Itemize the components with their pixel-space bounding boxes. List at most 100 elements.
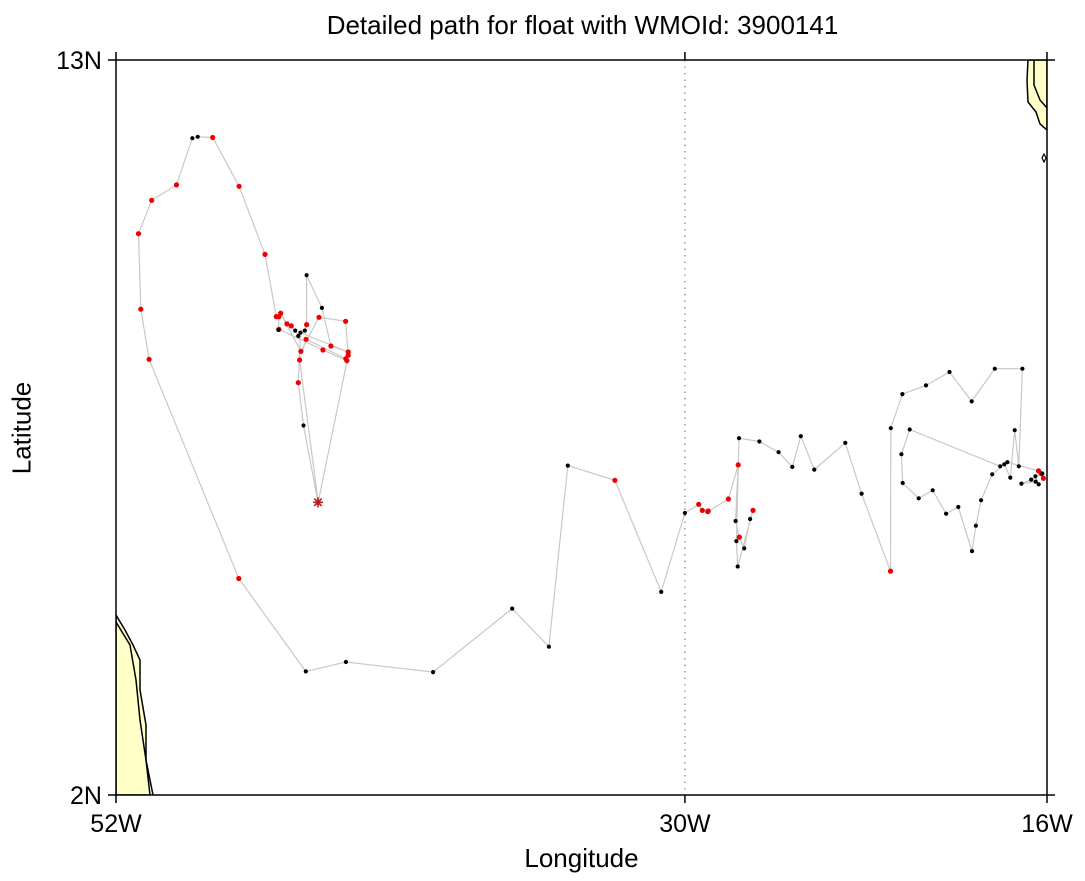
africa-coastline: [1033, 60, 1047, 109]
profile-point: [565, 463, 570, 468]
profile-point-flagged: [146, 356, 152, 362]
profile-point: [195, 134, 200, 139]
africa-land: [1026, 60, 1047, 131]
profile-point-flagged: [343, 318, 349, 324]
profile-point: [1002, 462, 1007, 467]
x-tick-label: 52W: [90, 810, 142, 838]
south-america-coastline: [116, 621, 154, 795]
profile-point: [190, 136, 195, 141]
profile-point-flagged: [699, 507, 705, 513]
profile-point: [969, 399, 974, 404]
profile-point: [301, 423, 306, 428]
profile-point: [843, 440, 848, 445]
profile-point-flagged: [304, 322, 310, 328]
land-layer: [116, 60, 1047, 795]
profile-point-flagged: [297, 357, 303, 363]
profile-point-flagged: [298, 348, 304, 354]
profile-point: [319, 305, 324, 310]
profile-point: [734, 539, 739, 544]
profile-point: [659, 589, 664, 595]
profile-point: [776, 450, 781, 455]
profile-point: [1012, 428, 1017, 433]
profile-point: [979, 498, 984, 503]
profile-points-layer: [135, 134, 1046, 675]
profile-point: [1019, 481, 1024, 486]
profile-point: [992, 366, 997, 371]
profile-point-flagged: [273, 314, 279, 320]
x-tick-label: 16W: [1021, 810, 1073, 838]
profile-point: [296, 333, 301, 339]
profile-point: [303, 669, 308, 674]
profile-point-flagged: [284, 321, 290, 327]
profile-point-flagged: [138, 306, 144, 312]
profile-point-flagged: [725, 496, 732, 502]
profile-point-flagged: [612, 477, 618, 483]
profile-point: [998, 464, 1003, 469]
profile-point: [899, 452, 904, 457]
profile-point-flagged: [887, 568, 894, 574]
profile-point-flagged: [696, 501, 702, 507]
profile-point: [790, 464, 795, 469]
profile-point-flagged: [735, 462, 741, 468]
profile-point: [907, 427, 912, 432]
profile-point: [733, 518, 738, 524]
south-america-land: [116, 613, 151, 795]
profile-point-flagged: [750, 507, 756, 513]
profile-point-flagged: [288, 323, 294, 329]
profile-point: [900, 392, 905, 397]
profile-point-flagged: [295, 380, 301, 386]
profile-point: [293, 328, 298, 333]
profile-point: [916, 496, 921, 501]
axis-ticks-layer: 52W 30W 16W 2N 13N: [56, 47, 1073, 838]
profile-point: [1033, 474, 1038, 479]
profile-point: [1005, 460, 1010, 465]
profile-point: [973, 523, 979, 528]
profile-point-flagged: [135, 231, 142, 237]
profile-point: [930, 488, 935, 493]
profile-point: [1033, 479, 1038, 484]
profile-point: [1020, 366, 1025, 371]
profile-point: [888, 426, 893, 431]
x-tick-label: 30W: [659, 810, 711, 838]
profile-point-flagged: [316, 314, 322, 320]
y-tick-label: 2N: [70, 782, 102, 810]
profile-point-flagged: [210, 134, 216, 141]
profile-point: [944, 511, 949, 516]
plot-frame: [115, 59, 1048, 796]
profile-point: [812, 467, 817, 472]
profile-point: [798, 434, 803, 439]
profile-point: [736, 436, 742, 441]
profile-point: [1029, 477, 1034, 482]
profile-point: [431, 670, 436, 675]
profile-point: [969, 549, 975, 554]
profile-point: [304, 273, 309, 278]
profile-point: [742, 546, 747, 551]
x-axis-label: Longitude: [524, 843, 639, 873]
float-trajectory-line: [137, 136, 1044, 673]
y-tick-label: 13N: [56, 47, 102, 75]
profile-point: [757, 439, 762, 444]
profile-point-flagged: [320, 347, 326, 353]
profile-point: [1008, 475, 1013, 480]
profile-point: [276, 327, 281, 332]
profile-point: [1036, 482, 1041, 487]
profile-point: [682, 510, 688, 516]
profile-point: [1016, 464, 1021, 469]
profile-point: [302, 328, 307, 333]
profile-point-flagged: [328, 343, 334, 349]
profile-point-flagged: [344, 358, 350, 364]
profile-point: [1040, 471, 1045, 476]
profile-point-flagged: [262, 251, 268, 257]
start-marker-layer: [312, 497, 323, 508]
profile-point-flagged: [1040, 475, 1046, 481]
profile-point: [947, 369, 952, 375]
profile-point: [923, 383, 929, 388]
profile-point: [546, 644, 552, 649]
profile-point: [510, 606, 515, 611]
profile-point-flagged: [173, 182, 180, 188]
profile-point: [735, 564, 740, 569]
profile-point: [990, 472, 995, 477]
chart-title: Detailed path for float with WMOId: 3900…: [326, 10, 839, 40]
profile-point: [956, 504, 961, 510]
